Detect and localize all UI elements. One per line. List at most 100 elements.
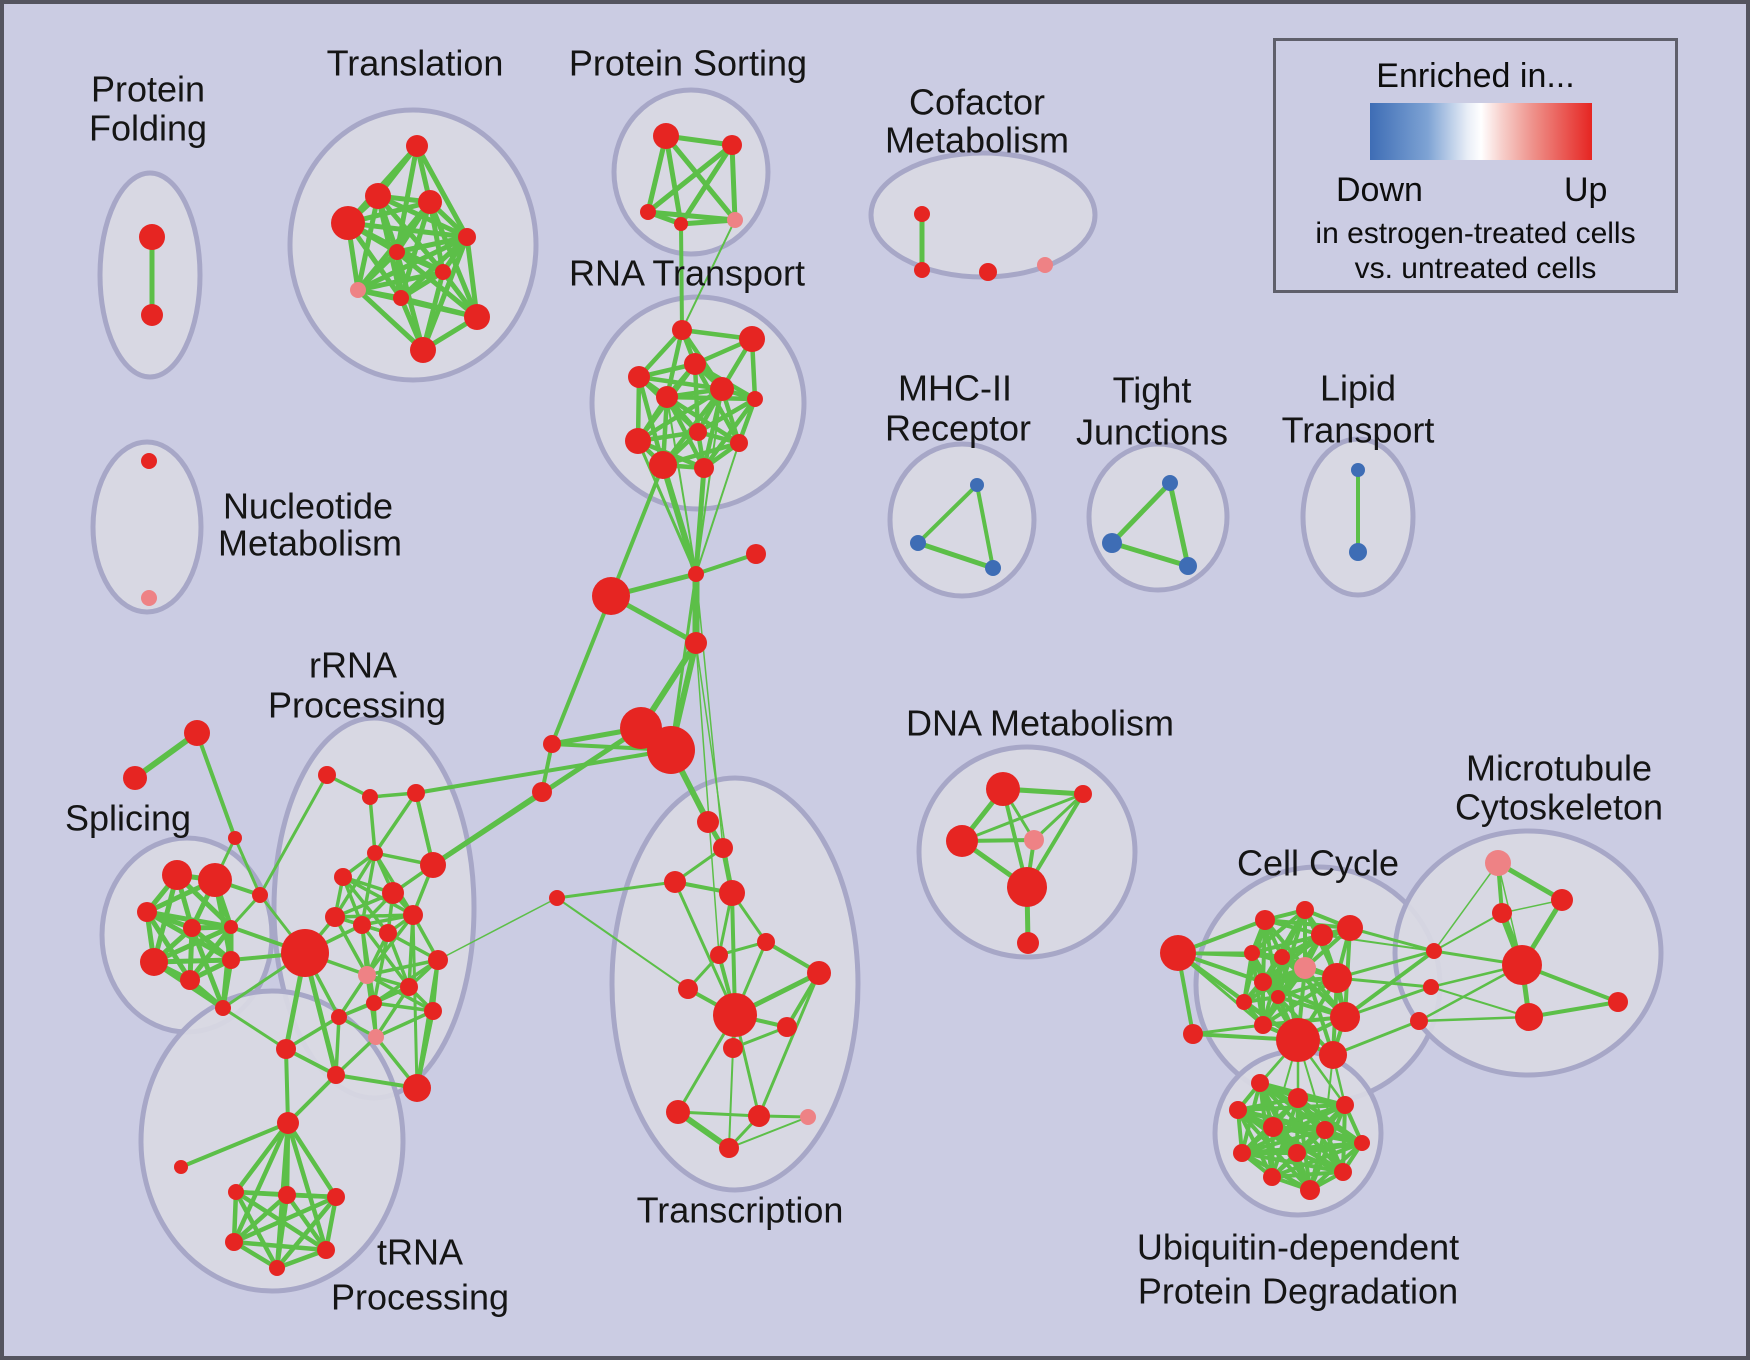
gene-set-node-TJ3 [1179,557,1197,575]
gene-set-node-MC [252,887,268,903]
cluster-label-cell-cycle: Cell Cycle [1237,843,1399,884]
gene-set-node-SL2 [532,782,552,802]
legend-title: Enriched in... [1376,57,1575,95]
gene-set-node-CC2 [1296,901,1314,919]
gene-set-node-CF3 [979,263,997,281]
edge-RT12-J1 [693,465,707,577]
edge-RT9-J1 [636,439,698,576]
edge-cell-cycle [1263,918,1352,930]
gene-set-node-T10 [464,304,490,330]
edge-DM2-DM3 [960,792,1085,843]
gene-set-node-T6 [458,228,476,246]
gene-set-node-TR4 [719,880,745,906]
gene-set-node-J2 [746,544,766,564]
gene-set-node-CC1 [1255,910,1275,930]
gene-set-node-RC18 [368,1029,384,1045]
edge-RC20-TRNh [286,1073,338,1125]
gene-set-node-THub [713,993,757,1037]
edge-SL3-RC13 [437,897,558,961]
edge-J3-TR5 [695,642,720,956]
gene-set-node-TR1 [697,811,719,833]
edge-RT10-J1 [695,442,740,575]
edge-rrna-processing [372,1001,435,1013]
gene-set-node-MH3 [985,560,1001,576]
gene-set-node-U6 [1316,1121,1334,1139]
edge-translation [394,234,470,255]
gene-set-node-SP4 [183,919,201,937]
edge-MT3-MT4 [1527,1000,1620,1019]
gene-set-node-RC12 [358,966,376,984]
edge-CC12-MTj2 [1343,985,1433,1019]
gene-set-node-MT3 [1515,1003,1543,1031]
cluster-label-tight-junctions-line1: Tight [1113,370,1192,411]
edge-RT6-J1 [695,388,723,575]
edge-TJ1-TJ3 [1167,480,1191,569]
edge-protein-sorting [678,217,738,227]
edge-translation [398,269,446,301]
gene-set-node-TRNh [277,1112,299,1134]
edge-trna-processing [285,1120,339,1200]
edge-MH2-MH3 [915,540,996,571]
cluster-label-protein-folding-line2: Folding [89,108,207,149]
edge-rna-transport [695,396,758,435]
gene-set-node-MBig [592,577,630,615]
edge-rrna-processing [374,985,411,1039]
edge-translation [398,295,480,320]
gene-set-node-TRNi [174,1160,188,1174]
gene-set-node-RC15 [366,995,382,1011]
edge-translation [355,234,470,293]
gene-set-node-H2 [647,726,695,774]
gene-set-node-MTj3 [1410,1012,1428,1030]
edge-trna-processing [231,1192,290,1245]
edge-splicing [144,909,234,930]
edge-rrna-processing [341,875,415,917]
edge-rrna-processing [334,1015,341,1077]
edge-CC7-MTj2 [1335,976,1433,989]
edge-rna-transport [636,374,725,392]
gene-set-node-U2 [1288,1088,1308,1108]
gene-set-node-TRN6 [317,1241,335,1259]
edge-rna-transport [635,386,725,444]
edge-MTj1-MT2 [1433,912,1503,952]
edge-trna-processing [285,1120,329,1253]
gene-set-node-DM4 [1024,830,1044,850]
edge-splicing [151,924,234,965]
gene-set-node-U12 [1300,1180,1320,1200]
cluster-ellipse-cofactor-metabolism [868,150,1098,280]
gene-set-node-RT12 [694,458,714,478]
edge-J1-H2 [669,572,698,752]
gene-set-node-T4 [418,190,442,214]
gene-set-node-CF4 [1037,257,1053,273]
gene-set-node-SL1 [543,735,561,753]
cluster-label-nucleotide-metabolism-line1: Nucleotide [223,486,393,527]
gene-set-node-TRN2 [278,1186,296,1204]
gene-set-node-NM2 [141,590,157,606]
edge-RC21-RC11 [411,913,419,1090]
gene-set-node-tri3 [228,831,242,845]
gene-set-node-RT7 [747,391,763,407]
legend-subtitle-line1: in estrogen-treated cells [1315,217,1636,250]
edge-SP9-RC19 [221,1006,288,1051]
edge-J1-TR2 [695,573,724,849]
gene-set-node-RC9 [353,916,371,934]
gene-set-node-TR5 [710,946,728,964]
gene-set-node-TR12 [748,1105,770,1127]
edge-MH1-MH2 [916,483,979,545]
gene-set-node-DM1 [986,772,1020,806]
legend-subtitle-line2: vs. untreated cells [1354,252,1597,285]
gene-set-node-RC11 [403,905,423,925]
gene-set-node-RC21 [403,1074,431,1102]
gene-set-node-RC1 [318,766,336,784]
gene-set-node-CCbig [1276,1018,1320,1062]
gene-set-node-MT4 [1608,992,1628,1012]
gene-set-node-CC3 [1311,924,1333,946]
cluster-ellipse-nucleotide-metabolism [90,439,204,615]
gene-set-node-U7 [1354,1135,1370,1151]
gene-set-node-RC8 [325,907,345,927]
edge-CC7-MTj1 [1335,949,1436,980]
edge-rna-transport [664,327,685,400]
gene-set-node-RT4 [628,366,650,388]
edge-rrna-processing [360,923,411,989]
edge-rrna-processing [333,915,369,977]
gene-set-node-DM6 [1017,932,1039,954]
